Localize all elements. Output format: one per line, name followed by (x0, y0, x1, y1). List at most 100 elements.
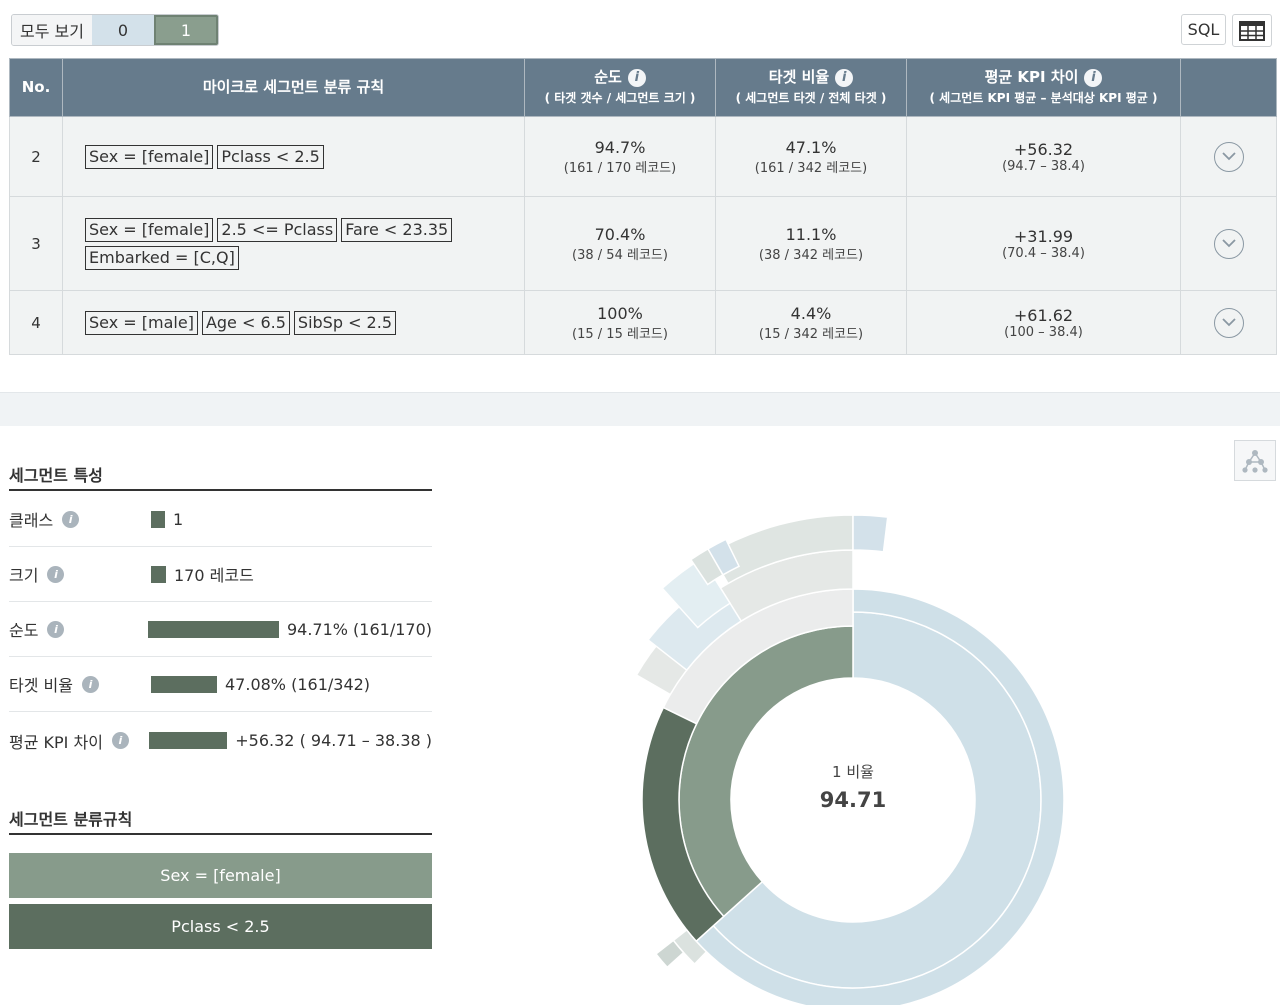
sunburst-segment[interactable] (706, 538, 741, 576)
rule-box[interactable]: Sex = [female] (9, 853, 432, 898)
sunburst-chart: 1 비율 94.71 (635, 514, 1065, 1005)
char-row-class: 클래스 i 1 (9, 492, 432, 547)
donut-center-label: 1 비율 (832, 763, 874, 781)
table-row[interactable]: 4 Sex = [male] Age < 6.5 SibSp < 2.5 100% (… (9, 290, 1277, 355)
col-header-rule: 마이크로 세그먼트 분류 규칙 (62, 58, 525, 117)
rule-chip: Sex = [female] (85, 144, 214, 169)
target-fraction: (38 / 342 레코드) (758, 247, 864, 263)
target-header-sub: ( 세그먼트 타겟 / 전체 타겟 ) (735, 90, 887, 105)
chevron-down-icon[interactable] (1213, 307, 1244, 338)
rule-chip: Pclass < 2.5 (217, 144, 324, 169)
char-bar (151, 675, 217, 693)
sql-button[interactable]: SQL (1181, 14, 1226, 45)
target-value: 11.1% (785, 224, 837, 244)
target-cell: 11.1% (38 / 342 레코드) (715, 196, 907, 291)
char-label: 크기 i (9, 562, 151, 586)
char-value: 1 (173, 509, 184, 529)
info-icon[interactable]: i (62, 510, 80, 528)
col-header-no: No. (9, 58, 63, 117)
kpi-header-sub: ( 세그먼트 KPI 평균 – 분석대상 KPI 평균 ) (929, 90, 1158, 105)
target-class-toggle: 모두 보기 0 1 (11, 14, 219, 46)
rule-chip: 2.5 <= Pclass (217, 217, 338, 242)
rules-section-title: 세그먼트 분류규칙 (9, 810, 133, 829)
purity-header-sub: ( 타겟 갯수 / 세그먼트 크기 ) (544, 90, 696, 105)
expand-cell (1180, 290, 1277, 355)
info-icon[interactable]: i (627, 68, 646, 87)
char-label-text: 타겟 비율 (9, 676, 73, 695)
sunburst-segment[interactable] (661, 557, 732, 629)
char-value: +56.32 ( 94.71 – 38.38 ) (235, 731, 432, 750)
purity-value: 94.7% (594, 137, 646, 157)
purity-fraction: (38 / 54 레코드) (572, 247, 668, 263)
row-no: 2 (9, 116, 63, 197)
rule-chip: Sex = [female] (85, 217, 214, 242)
info-icon[interactable]: i (47, 565, 65, 583)
target-fraction: (161 / 342 레코드) (754, 160, 868, 176)
view-all-label[interactable]: 모두 보기 (12, 15, 92, 45)
table-grid-icon[interactable] (1232, 14, 1272, 47)
target-value: 47.1% (785, 137, 837, 157)
col-header-kpi-diff: 평균 KPI 차이 i ( 세그먼트 KPI 평균 – 분석대상 KPI 평균 ) (906, 58, 1181, 117)
kpi-fraction: (94.7 – 38.4) (1002, 158, 1085, 174)
network-view-icon[interactable] (1234, 440, 1276, 481)
purity-fraction: (15 / 15 레코드) (572, 326, 668, 342)
purity-cell: 100% (15 / 15 레코드) (524, 290, 716, 355)
kpi-value: +56.32 (1013, 139, 1074, 159)
purity-fraction: (161 / 170 레코드) (563, 160, 677, 176)
sunburst-rings (635, 514, 1065, 1005)
char-bar (151, 565, 166, 583)
char-label: 평균 KPI 차이 i (9, 729, 149, 753)
char-row-size: 크기 i 170 레코드 (9, 547, 432, 602)
info-icon[interactable]: i (81, 675, 99, 693)
info-icon[interactable]: i (835, 68, 854, 87)
table-row[interactable]: 2 Sex = [female] Pclass < 2.5 94.7% (161 /… (9, 116, 1277, 197)
rule-box[interactable]: Pclass < 2.5 (9, 904, 432, 949)
char-label-text: 순도 (9, 621, 39, 640)
char-value: 47.08% (161/342) (225, 674, 371, 694)
target-fraction: (15 / 342 레코드) (758, 326, 864, 342)
purity-header-label: 순도 (594, 68, 622, 86)
toggle-option-0[interactable]: 0 (92, 15, 154, 45)
title-underline (9, 833, 432, 835)
col-header-target-ratio: 타겟 비율 i ( 세그먼트 타겟 / 전체 타겟 ) (715, 58, 907, 117)
chevron-down-icon[interactable] (1213, 228, 1244, 259)
char-bar (151, 510, 165, 528)
title-underline (9, 489, 432, 491)
kpi-cell: +61.62 (100 – 38.4) (906, 290, 1181, 355)
char-label-text: 크기 (9, 566, 39, 585)
info-icon[interactable]: i (111, 732, 129, 749)
col-header-expand (1180, 58, 1277, 117)
sunburst-segment[interactable] (852, 514, 889, 553)
kpi-fraction: (100 – 38.4) (1004, 324, 1083, 340)
char-label: 클래스 i (9, 507, 151, 531)
rule-cell: Sex = [male] Age < 6.5 SibSp < 2.5 (62, 290, 525, 355)
target-cell: 4.4% (15 / 342 레코드) (715, 290, 907, 355)
info-icon[interactable]: i (47, 620, 65, 638)
char-row-purity: 순도 i 94.71% (161/170) (9, 602, 432, 657)
char-label: 순도 i (9, 617, 148, 641)
purity-cell: 94.7% (161 / 170 레코드) (524, 116, 716, 197)
table-row[interactable]: 3 Sex = [female] 2.5 <= Pclass Fare < 23.3… (9, 196, 1277, 291)
expand-cell (1180, 116, 1277, 197)
rule-chip: Sex = [male] (85, 310, 198, 335)
col-header-purity: 순도 i ( 타겟 갯수 / 세그먼트 크기 ) (524, 58, 716, 117)
sunburst-segment[interactable] (654, 939, 685, 969)
kpi-cell: +31.99 (70.4 – 38.4) (906, 196, 1181, 291)
kpi-value: +31.99 (1013, 226, 1074, 246)
rule-chip: Embarked = [C,Q] (85, 245, 239, 270)
rule-chip: Age < 6.5 (201, 310, 290, 335)
section-divider (0, 392, 1280, 426)
characteristics-title: 세그먼트 특성 (9, 466, 103, 485)
target-value: 4.4% (790, 303, 832, 323)
char-label-text: 클래스 (9, 511, 54, 530)
char-row-target-ratio: 타겟 비율 i 47.08% (161/342) (9, 657, 432, 712)
char-label-text: 평균 KPI 차이 (9, 732, 103, 752)
char-bar (149, 732, 228, 749)
chevron-down-icon[interactable] (1213, 141, 1244, 172)
char-row-kpi-diff: 평균 KPI 차이 i +56.32 ( 94.71 – 38.38 ) (9, 713, 432, 768)
kpi-value: +61.62 (1013, 305, 1074, 325)
expand-cell (1180, 196, 1277, 291)
sunburst-segment[interactable] (672, 928, 708, 966)
toggle-option-1[interactable]: 1 (154, 15, 218, 45)
info-icon[interactable]: i (1084, 68, 1103, 87)
